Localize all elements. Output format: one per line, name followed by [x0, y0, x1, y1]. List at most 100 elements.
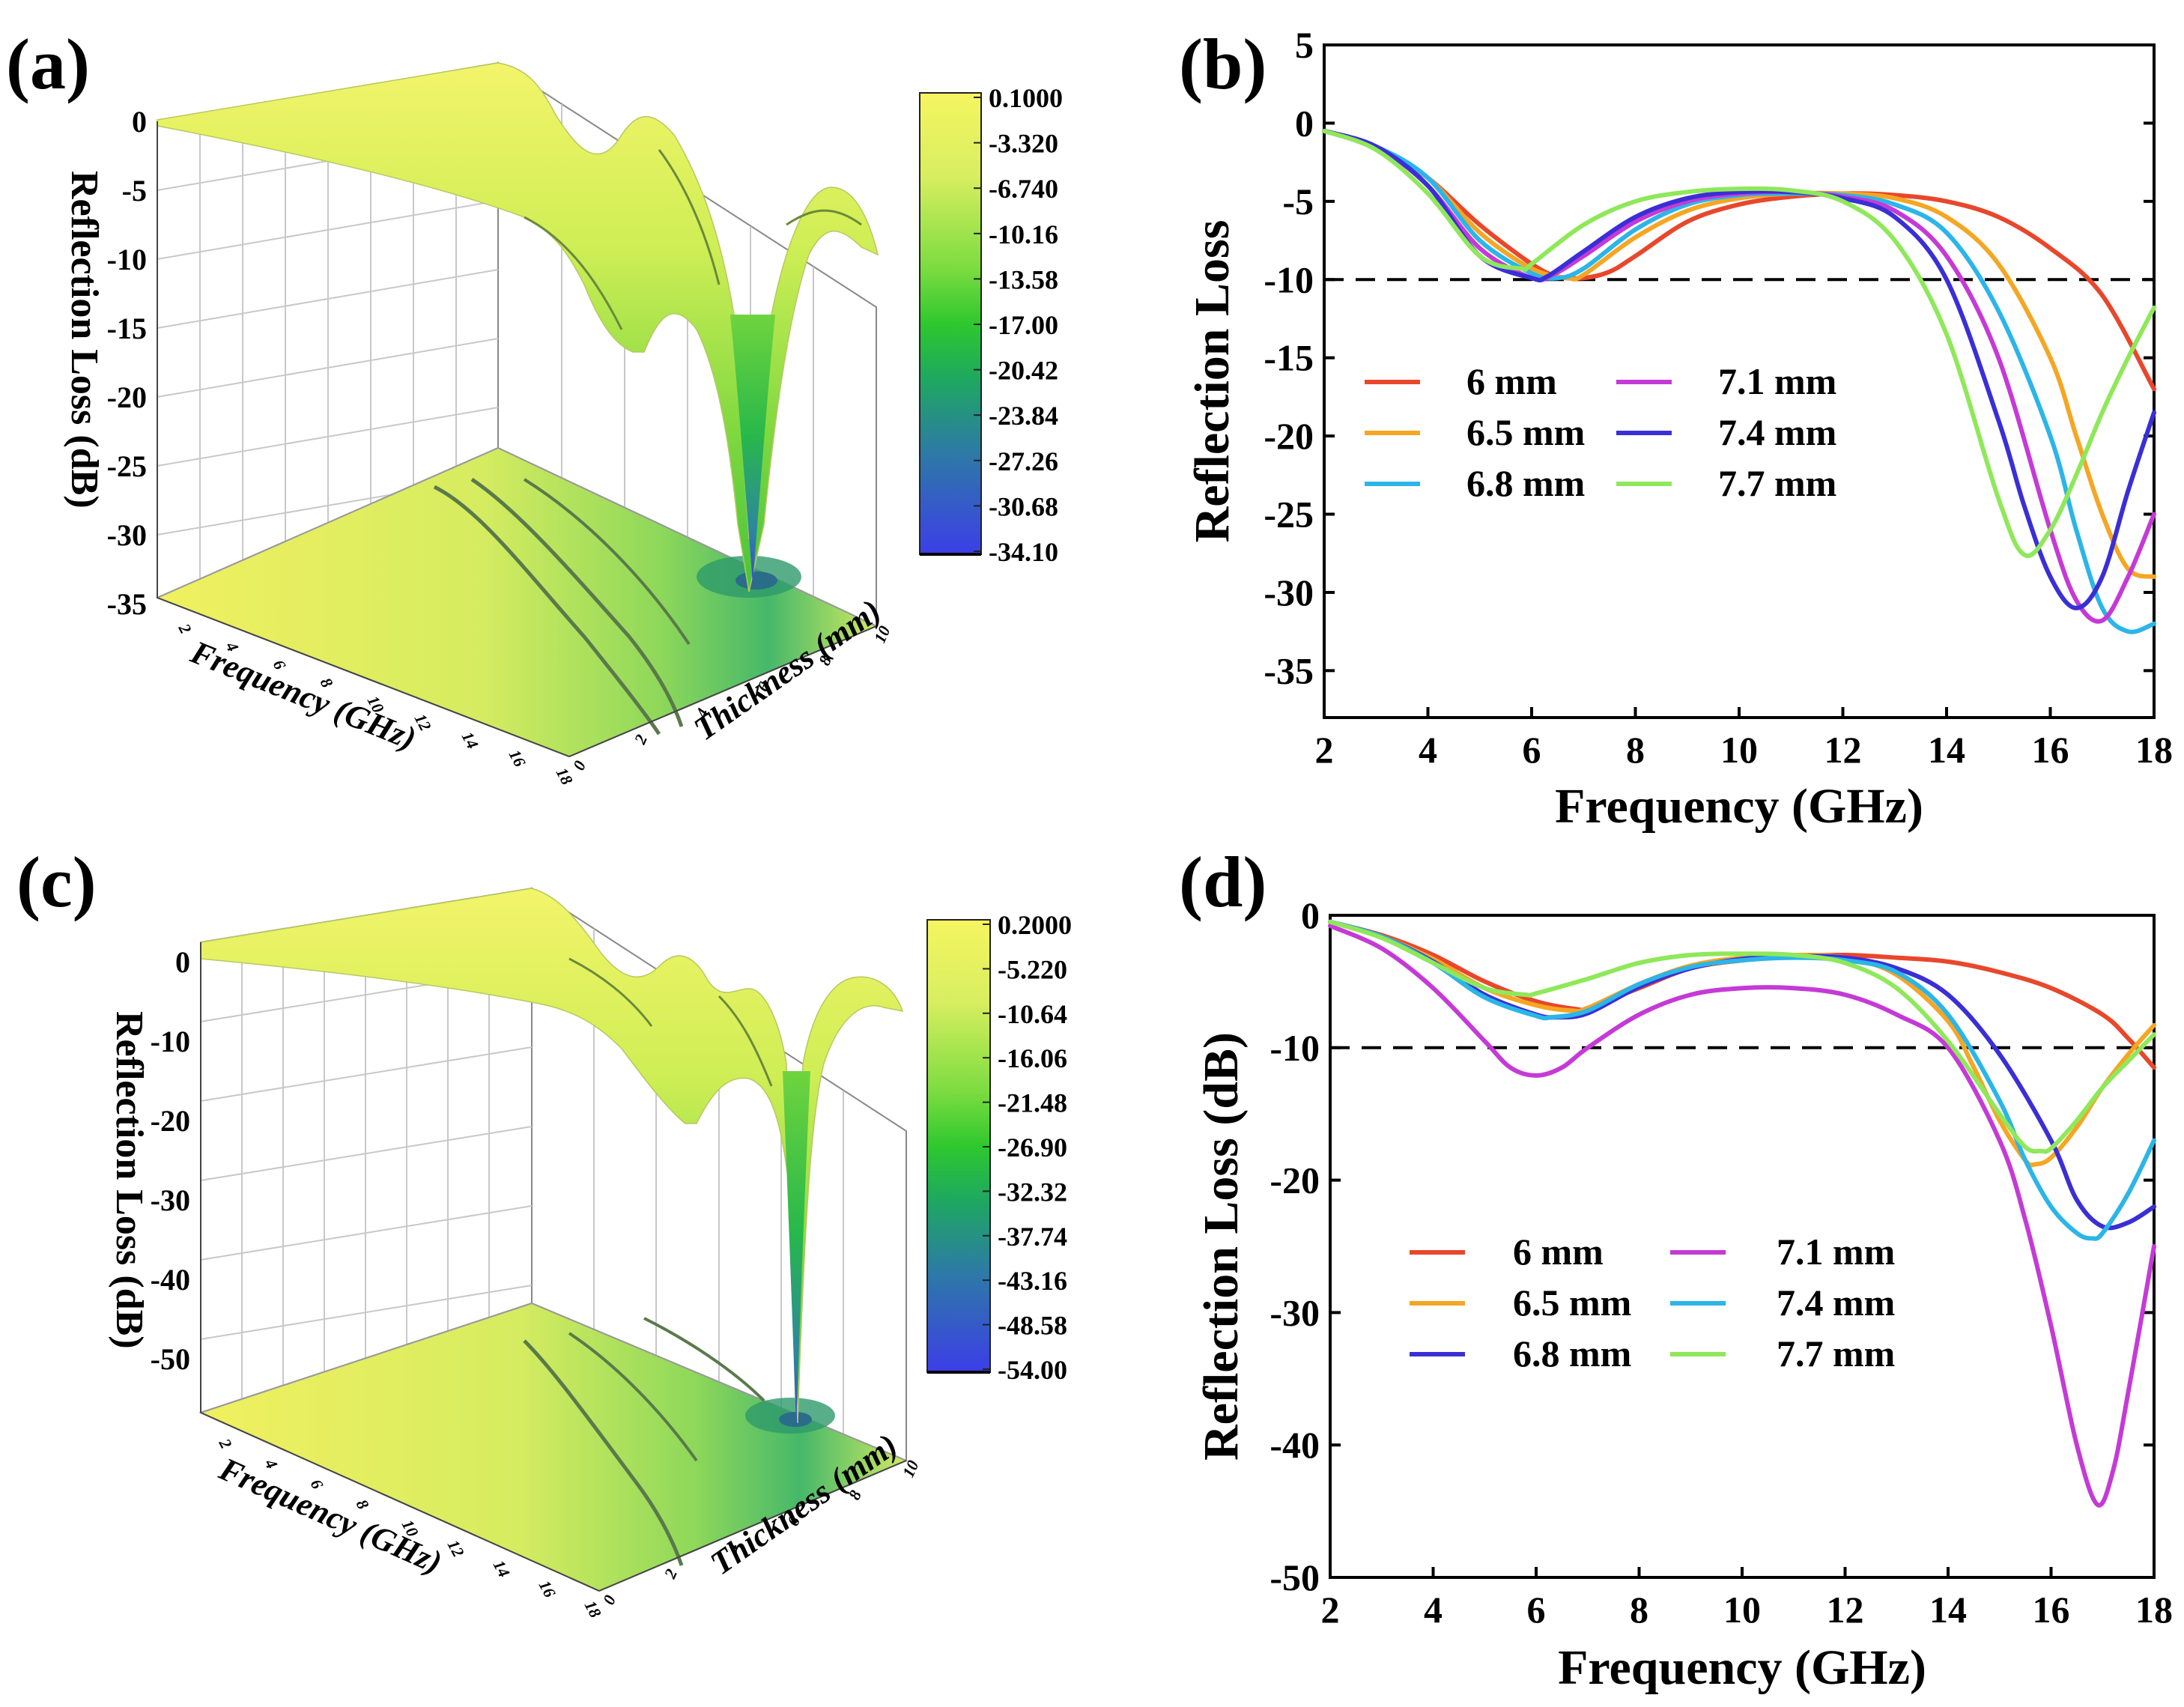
colorbar-tick-label: -10.16	[989, 219, 1058, 249]
panel-a-surface-well	[730, 315, 775, 584]
panel-b-x-tick-label: 2	[1315, 729, 1334, 771]
panel-b-x-axis-title: Frequency (GHz)	[1555, 779, 1923, 834]
panel-b-legend-label: 7.1 mm	[1718, 360, 1836, 402]
panel-b-series-line-7-7mm	[1322, 128, 2156, 559]
panel-b-x-tick-label: 10	[1720, 729, 1758, 771]
panel-d-x-tick-label: 12	[1827, 1589, 1864, 1631]
panel-c-floor-contour	[568, 1332, 698, 1462]
panel-b-x-tick-label: 12	[1824, 729, 1862, 771]
panel-b-legend-label: 7.4 mm	[1718, 411, 1836, 453]
panel-c-grid-line	[200, 1285, 533, 1340]
panel-c-x-tick: 2	[215, 1435, 236, 1452]
panel-c-z-tick: -30	[151, 1183, 190, 1217]
panel-b-legend-label: 6.5 mm	[1466, 411, 1585, 453]
panel-b-x-tick-label: 14	[1928, 729, 1965, 771]
panel-a-surface-contour	[658, 149, 721, 285]
panel-c-z-tick: -50	[151, 1342, 190, 1376]
panel-c-z-axis: 0 -10 -20 -30 -40 -50 Reflection Loss (d…	[108, 942, 201, 1413]
panel-c-z-tick: -40	[151, 1263, 190, 1297]
colorbar-tick-label: -37.74	[998, 1222, 1067, 1252]
panel-b-y-tick-label: -20	[1264, 415, 1314, 457]
colorbar-tick-label: -32.32	[998, 1177, 1067, 1207]
panel-d-y-tick-label: -50	[1270, 1556, 1320, 1598]
colorbar-tick-label: -16.06	[998, 1043, 1067, 1073]
panel-d-x-axis: 2 4 6 8 10 12 14 16 18	[1321, 1567, 2173, 1631]
panel-c-floor-contour	[643, 1317, 765, 1402]
colorbar-tick-label: -13.58	[989, 264, 1058, 294]
panel-d-x-tick-label: 4	[1424, 1589, 1443, 1631]
panel-c-surface-well	[783, 1071, 810, 1427]
panel-a-z-tick: -5	[122, 174, 147, 207]
panel-d-y-tick-label: -30	[1270, 1291, 1320, 1333]
colorbar-tick-label: -20.42	[989, 356, 1058, 386]
panel-b-y-tick-label: -25	[1264, 494, 1314, 536]
panel-c-floor-contour	[523, 1339, 684, 1566]
panel-b-series	[1322, 128, 2156, 634]
panel-b-legend-label: 6 mm	[1466, 360, 1557, 402]
panel-c-x-tick: 14	[490, 1557, 514, 1580]
panel-c-grid-line	[200, 1046, 533, 1102]
panel-a-x-tick: 14	[458, 729, 482, 752]
colorbar-tick-label: -43.16	[998, 1266, 1067, 1296]
panel-c-surface-contour	[718, 995, 773, 1087]
panel-b-label: (b)	[1179, 24, 1267, 104]
panel-c-floor	[198, 1302, 909, 1592]
panel-a-colorbar-ticks: 0.1000 -3.320 -6.740 -10.16 -13.58 -17.00 -20.…	[974, 83, 1063, 567]
colorbar-tick-label: -17.00	[989, 310, 1058, 340]
panel-b-y-tick-label: -10	[1264, 258, 1314, 300]
panel-d-x-tick-label: 18	[2135, 1589, 2173, 1631]
panel-b-series-line-6-5mm	[1322, 128, 2156, 579]
panel-d-y-tick-label: -40	[1270, 1424, 1320, 1466]
panel-b: (b) 5 0 -5 -10 -15 -20 -25 -30 -35 2 4 6 8 10 12 14 16 1…	[1179, 24, 2173, 834]
panel-a-colorbar: 0.1000 -3.320 -6.740 -10.16 -13.58 -17.00 -20.…	[919, 83, 1063, 567]
colorbar-tick-label: -3.320	[989, 129, 1058, 159]
panel-b-x-tick-label: 18	[2135, 729, 2173, 771]
panel-a-label: (a)	[6, 24, 90, 104]
colorbar-tick-label: -5.220	[998, 954, 1067, 984]
panel-b-x-tick-label: 8	[1626, 729, 1645, 771]
panel-b-x-tick-label: 6	[1523, 729, 1541, 771]
panel-a-z-tick: -20	[107, 380, 147, 414]
panel-d-legend-label: 7.1 mm	[1777, 1231, 1895, 1273]
panel-d-y-tick-label: 0	[1301, 894, 1320, 936]
panel-a-floor-dip-core	[735, 571, 777, 589]
panel-d-series-line-6mm	[1328, 919, 2156, 1070]
panel-a-grid-line	[157, 200, 499, 260]
panel-b-y-tick-label: 5	[1295, 24, 1314, 66]
panel-d-x-tick-label: 14	[1929, 1589, 1967, 1631]
panel-d-y-axis: 0 -10 -20 -30 -40 -50	[1270, 894, 2154, 1598]
panel-b-legend: 6 mm 7.1 mm 6.5 mm 7.4 mm 6.8 mm 7.7 mm	[1365, 360, 1836, 504]
panel-b-y-tick-label: -30	[1264, 571, 1314, 613]
panel-c-floor-dip-core	[779, 1412, 812, 1427]
panel-a-colorbar-bar	[919, 92, 982, 555]
panel-c-surface-contour	[568, 957, 653, 1027]
panel-b-y-axis-title: Reflection Loss	[1185, 220, 1240, 543]
panel-a-z-tick: -15	[107, 312, 147, 345]
panel-d-x-tick-label: 10	[1723, 1589, 1761, 1631]
panel-c-z-tick: -10	[151, 1025, 190, 1058]
panel-c-grid-line	[200, 1205, 533, 1261]
panel-d-legend-label: 7.7 mm	[1777, 1332, 1895, 1374]
panel-c-y-tick: 2	[660, 1566, 681, 1582]
panel-a-grid-line	[157, 338, 499, 398]
panel-a-floor-contour	[433, 485, 661, 736]
panel-d-legend-label: 6.8 mm	[1513, 1332, 1631, 1374]
panel-a-floor-contour	[523, 478, 691, 646]
panel-c-x-axis-line	[200, 1412, 600, 1592]
panel-a-y-tick: 2	[630, 732, 651, 748]
panel-b-series-line-6mm	[1322, 128, 2156, 392]
panel-a-z-axis: 0 -5 -10 -15 -20 -25 -30 -35 Reflection …	[63, 105, 158, 621]
colorbar-tick-label: -27.26	[989, 446, 1058, 476]
panel-a-z-tick: -25	[107, 449, 147, 483]
panel-a-z-tick: -10	[107, 243, 147, 276]
colorbar-tick-label: -10.64	[998, 999, 1067, 1029]
colorbar-tick-label: 0.1000	[989, 83, 1063, 113]
panel-a: (a)	[6, 24, 1063, 788]
panel-d-x-tick-label: 6	[1527, 1589, 1546, 1631]
panel-c-colorbar-ticks: 0.2000 -5.220 -10.64 -16.06 -21.48 -26.90 -32.…	[983, 910, 1072, 1385]
panel-a-floor-contour	[470, 477, 684, 727]
panel-a-z-tick: 0	[132, 105, 147, 139]
panel-d-x-tick-label: 8	[1630, 1589, 1648, 1631]
panel-d-y-axis-title: Reflection Loss (dB)	[1194, 1032, 1249, 1461]
